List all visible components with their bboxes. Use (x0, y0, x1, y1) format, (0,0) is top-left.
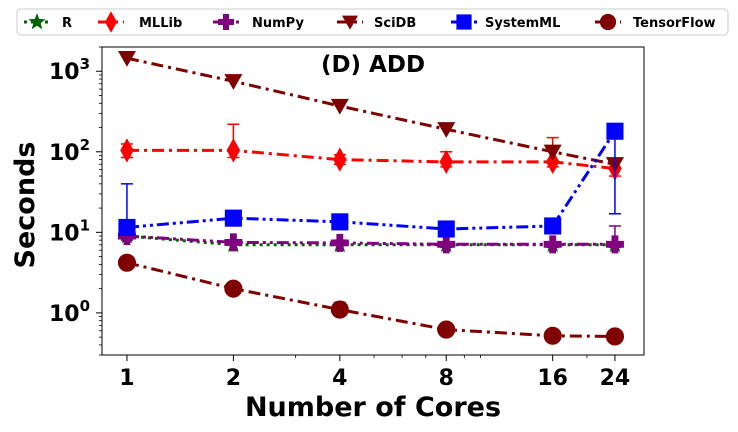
data-point-diamond (226, 138, 241, 163)
data-point-square (224, 209, 242, 227)
legend-item-systemml: SystemML (451, 14, 560, 31)
data-point-diamond (439, 149, 454, 175)
legend-label: SciDB (374, 16, 416, 31)
legend-label: MLLib (139, 16, 182, 31)
series-systemml (118, 122, 624, 238)
x-tick-label: 2 (226, 366, 241, 391)
legend-marker-plus (218, 14, 234, 30)
data-point-plus (605, 235, 624, 254)
chart-title: (D) ADD (321, 52, 425, 78)
data-point-plus (224, 233, 243, 252)
legend-marker-diamond (105, 11, 117, 33)
data-point-square (118, 218, 136, 236)
legend-item-r: R (24, 13, 72, 31)
data-point-plus (117, 227, 136, 246)
legend-label: R (62, 16, 72, 31)
legend-item-numpy: NumPy (213, 14, 304, 31)
legend-marker-circle (599, 13, 617, 31)
legend-label: NumPy (252, 16, 304, 31)
series-line (126, 234, 615, 246)
legend-item-tensorflow: TensorFlow (595, 13, 716, 31)
y-tick-label: 102 (49, 136, 90, 166)
data-point-circle (224, 279, 243, 298)
data-point-circle (605, 327, 624, 346)
y-tick-label: 101 (49, 216, 90, 246)
legend-marker-star (28, 13, 46, 30)
data-point-circle (437, 320, 456, 339)
data-point-triangle-down (224, 74, 243, 90)
data-point-diamond (545, 149, 560, 175)
data-point-square (331, 213, 349, 231)
data-point-triangle-down (437, 122, 456, 138)
legend-frame (16, 8, 729, 36)
series-line (126, 261, 615, 338)
legend-label: TensorFlow (633, 16, 716, 31)
series-numpy (117, 225, 624, 254)
data-point-plus (437, 235, 456, 254)
data-point-circle (330, 300, 349, 319)
data-point-plus (330, 233, 349, 252)
legend-item-mllib: MLLib (98, 11, 182, 33)
data-point-square (544, 217, 562, 235)
data-point-square (606, 122, 624, 140)
data-point-triangle-down (543, 144, 562, 161)
legend-label: SystemML (485, 16, 560, 31)
legend: R MLLib NumPy SciDB SystemML TensorFlow (16, 8, 729, 36)
data-point-circle (543, 326, 562, 345)
y-tick-label: 103 (49, 55, 90, 85)
x-tick-label: 24 (600, 366, 631, 391)
data-point-triangle-down (330, 98, 349, 115)
series-mllib (120, 123, 622, 181)
series-line (127, 148, 616, 170)
plot-area (101, 46, 645, 356)
y-tick-label: 100 (49, 297, 90, 327)
series-line (126, 130, 617, 231)
data-point-plus (543, 235, 562, 254)
x-tick-label: 8 (439, 366, 454, 391)
data-point-triangle-down (117, 51, 136, 67)
x-axis-label: Number of Cores (245, 392, 501, 423)
x-tick-label: 16 (537, 366, 568, 391)
legend-item-scidb: SciDB (337, 15, 416, 31)
data-point-square (437, 220, 455, 238)
y-axis-label: Seconds (10, 142, 41, 269)
x-tick-label: 4 (332, 366, 347, 391)
data-point-diamond (333, 147, 347, 172)
legend-marker-triangle-down (342, 15, 358, 30)
data-point-circle (117, 253, 137, 272)
x-tick-label: 1 (119, 366, 134, 391)
legend-marker-square (456, 14, 472, 30)
data-point-diamond (120, 138, 134, 163)
series-tensorflow (117, 253, 624, 346)
